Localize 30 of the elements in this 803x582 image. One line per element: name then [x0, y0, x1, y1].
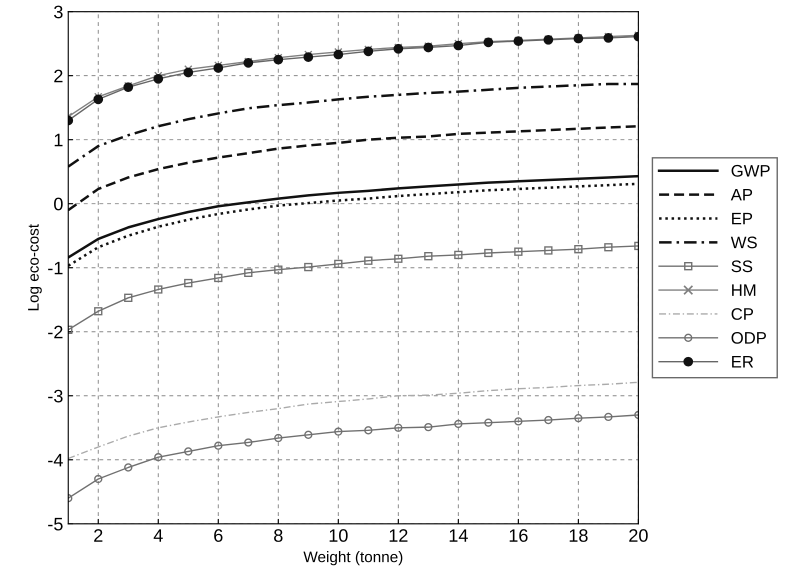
x-tick-label: 8 — [274, 529, 283, 542]
y-tick-label: 0 — [54, 198, 63, 210]
y-tick-label: -3 — [48, 390, 63, 402]
legend-label: CP — [732, 308, 754, 320]
y-tick-label: 3 — [54, 6, 63, 18]
legend-label: ER — [732, 356, 754, 368]
x-tick-label: 2 — [94, 529, 102, 542]
x-tick-label: 4 — [154, 529, 163, 542]
x-tick-label: 14 — [450, 529, 468, 542]
legend-label: WS — [730, 236, 757, 248]
legend-label: AP — [730, 188, 752, 200]
y-tick-label: -4 — [48, 454, 63, 466]
y-tick-label: 1 — [54, 134, 63, 146]
y-tick-label: -5 — [48, 518, 63, 531]
x-tick-label: 18 — [570, 529, 588, 542]
legend-label: EP — [732, 212, 752, 224]
y-tick-label: -1 — [48, 262, 63, 274]
x-tick-label: 10 — [330, 529, 348, 542]
x-axis-title: Weight (tonne) — [303, 551, 402, 566]
y-tick-label: -2 — [48, 326, 62, 338]
legend-label: SS — [732, 260, 752, 272]
x-tick-label: 20 — [629, 529, 648, 542]
legend-label: GWP — [732, 164, 770, 177]
y-tick-label: 2 — [54, 70, 62, 82]
x-tick-label: 12 — [390, 529, 408, 542]
y-axis-title: Log eco-cost — [28, 224, 42, 310]
x-tick-label: 6 — [214, 529, 223, 542]
x-tick-label: 16 — [510, 529, 528, 542]
legend-label: HM — [732, 284, 756, 296]
legend-label: ODP — [732, 332, 766, 344]
